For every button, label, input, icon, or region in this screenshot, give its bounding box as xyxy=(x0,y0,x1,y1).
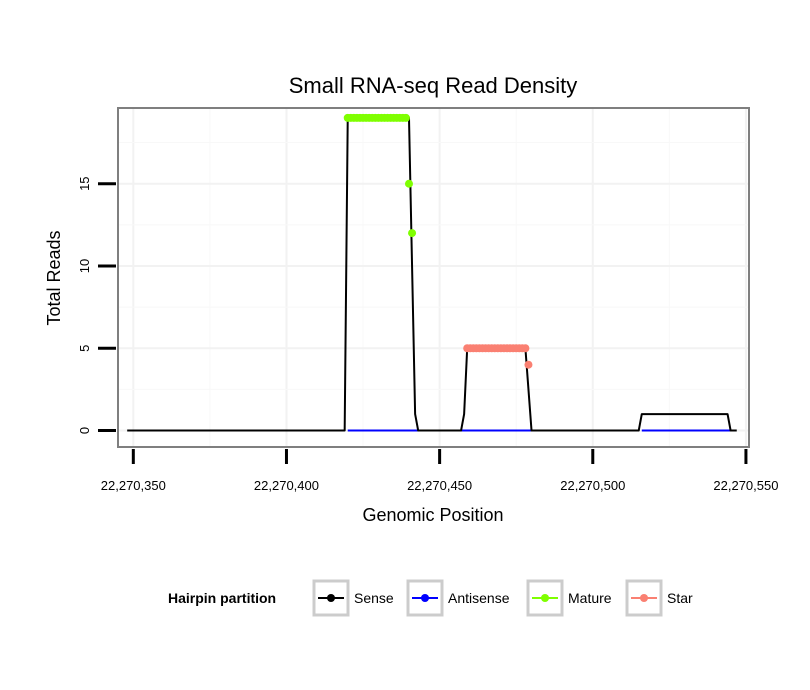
data-series xyxy=(127,113,737,432)
mature-point xyxy=(404,179,413,188)
y-tick-label: 10 xyxy=(77,259,92,273)
mature-point xyxy=(408,229,417,238)
plot-panel xyxy=(117,107,750,448)
legend-marker-mature xyxy=(541,594,549,602)
legend-label-sense: Sense xyxy=(354,590,394,606)
legend-marker-star xyxy=(640,594,648,602)
y-tick-label: 15 xyxy=(77,176,92,190)
legend-label-antisense: Antisense xyxy=(448,590,510,606)
legend-label-star: Star xyxy=(667,590,693,606)
axes: 22,270,350 22,270,400 22,270,450 22,270,500… xyxy=(77,176,778,493)
legend-title: Hairpin partition xyxy=(168,590,276,606)
y-axis-title: Total Reads xyxy=(44,230,64,325)
legend-label-mature: Mature xyxy=(568,590,612,606)
mature-point xyxy=(401,113,410,122)
chart-title: Small RNA-seq Read Density xyxy=(289,73,578,98)
x-tick-label: 22,270,350 xyxy=(101,478,166,493)
legend: Hairpin partition Sense Antisense Mature St… xyxy=(168,579,693,617)
star-point xyxy=(521,344,530,353)
star-point xyxy=(524,360,533,369)
y-tick-label: 0 xyxy=(77,427,92,434)
x-tick-label: 22,270,500 xyxy=(560,478,625,493)
x-tick-label: 22,270,400 xyxy=(254,478,319,493)
x-tick-label: 22,270,450 xyxy=(407,478,472,493)
x-axis-title: Genomic Position xyxy=(362,505,503,525)
y-tick-label: 5 xyxy=(77,345,92,352)
legend-marker-antisense xyxy=(421,594,429,602)
x-tick-label: 22,270,550 xyxy=(713,478,778,493)
legend-marker-sense xyxy=(327,594,335,602)
